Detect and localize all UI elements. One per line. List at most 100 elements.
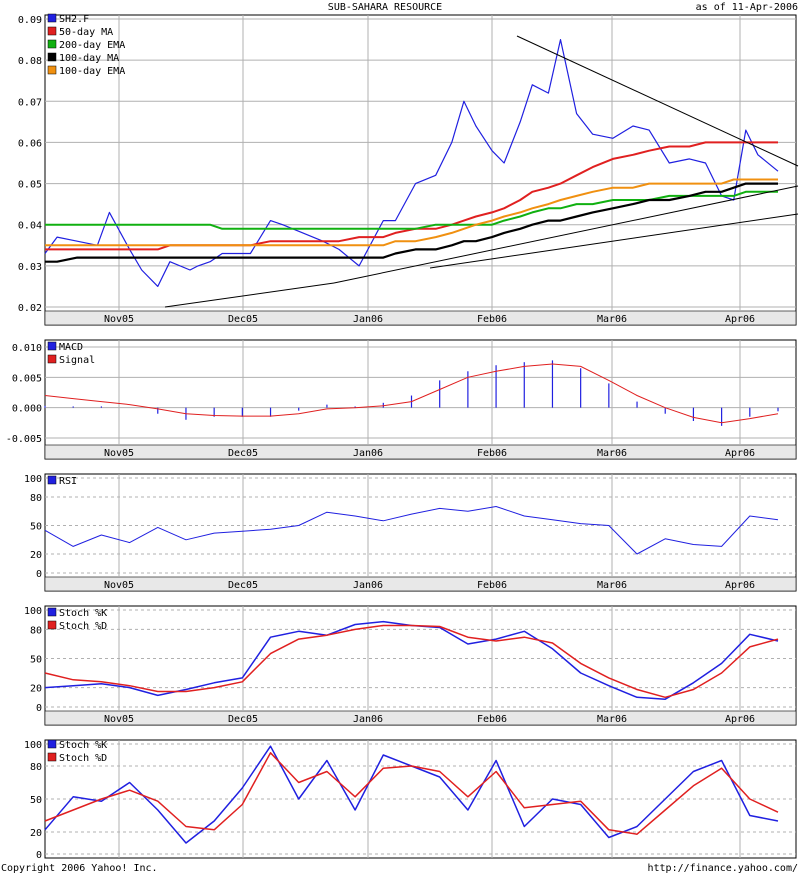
legend-label: 50-day MA <box>59 27 113 38</box>
y-tick-label: -0.005 <box>6 434 42 445</box>
y-tick-label: 0.005 <box>12 373 42 384</box>
panel-rsi: Nov05 Dec05 Jan06 Feb06 Mar06 Apr06 0 20 50 80 100… <box>24 473 797 592</box>
x-tick-label: Mar06 <box>597 314 627 325</box>
y-tick-label: 100 <box>24 740 42 751</box>
legend-swatch <box>47 739 57 749</box>
series-line-0 <box>44 506 779 555</box>
y-tick-label: 0.02 <box>18 303 42 314</box>
y-tick-label: 0.06 <box>18 138 42 149</box>
panel-frame <box>44 14 797 326</box>
y-tick-label: 100 <box>24 606 42 617</box>
y-tick-label: 0 <box>36 703 42 714</box>
x-tick-label: Nov05 <box>104 314 134 325</box>
chart-panels: Nov05 Dec05 Jan06 Feb06 Mar06 Apr06 0.02 0.03 0.… <box>6 13 799 861</box>
legend-label: SH2.F <box>59 14 89 25</box>
x-tick-label: Dec05 <box>228 580 258 591</box>
y-tick-label: 80 <box>30 493 42 504</box>
x-tick-label: Nov05 <box>104 448 134 459</box>
legend-swatch <box>47 65 57 75</box>
y-tick-label: 50 <box>30 655 42 666</box>
series-line-1 <box>44 624 779 699</box>
as-of-date: as of 11-Apr-2006 <box>696 2 798 13</box>
series-line-3 <box>45 182 778 263</box>
y-tick-label: 20 <box>30 550 42 561</box>
x-tick-label: Jan06 <box>353 580 383 591</box>
x-tick-label: Jan06 <box>353 714 383 725</box>
legend-label: Stoch %D <box>59 753 107 764</box>
legend-swatch <box>47 26 57 36</box>
source-url: http://finance.yahoo.com/ <box>647 863 798 874</box>
series-line-1 <box>45 141 778 251</box>
x-tick-label: Dec05 <box>228 714 258 725</box>
y-tick-label: 20 <box>30 828 42 839</box>
legend-swatch <box>47 52 57 62</box>
legend-label: MACD <box>59 342 83 353</box>
series-line-2 <box>45 190 778 230</box>
chart-title: SUB-SAHARA RESOURCE <box>328 2 442 13</box>
legend-swatch <box>47 39 57 49</box>
y-tick-label: 0.09 <box>18 15 42 26</box>
x-tick-label: Jan06 <box>353 314 383 325</box>
trendline <box>164 282 335 308</box>
legend-label: 100-day MA <box>59 53 119 64</box>
legend-label: 100-day EMA <box>59 66 125 77</box>
panel-price: Nov05 Dec05 Jan06 Feb06 Mar06 Apr06 0.02 0.03 0.… <box>18 13 799 326</box>
series-line-0 <box>44 38 779 287</box>
legend-label: Stoch %K <box>59 608 107 619</box>
y-tick-label: 80 <box>30 625 42 636</box>
x-axis-band <box>44 576 797 592</box>
trendline <box>333 185 799 284</box>
x-tick-label: Apr06 <box>725 448 755 459</box>
x-tick-label: Jan06 <box>353 448 383 459</box>
legend-swatch <box>47 752 57 762</box>
y-tick-label: 50 <box>30 795 42 806</box>
x-tick-label: Feb06 <box>477 448 507 459</box>
series-line-4 <box>45 178 778 247</box>
trendline <box>429 213 799 269</box>
x-axis-band <box>44 444 797 460</box>
y-tick-label: 0.000 <box>12 404 42 415</box>
legend-swatch <box>47 13 57 23</box>
y-tick-label: 0.07 <box>18 97 42 108</box>
y-tick-label: 0 <box>36 569 42 580</box>
x-tick-label: Apr06 <box>725 714 755 725</box>
panel-frame <box>44 339 797 460</box>
legend-label: 200-day EMA <box>59 40 125 51</box>
trendline <box>516 35 799 167</box>
x-tick-label: Nov05 <box>104 580 134 591</box>
x-tick-label: Feb06 <box>477 580 507 591</box>
legend-swatch <box>47 341 57 351</box>
y-tick-label: 50 <box>30 522 42 533</box>
legend-label: Signal <box>59 355 95 366</box>
y-tick-label: 20 <box>30 684 42 695</box>
y-tick-label: 100 <box>24 474 42 485</box>
y-tick-label: 80 <box>30 762 42 773</box>
x-axis-band <box>44 710 797 726</box>
panel-macd: Nov05 Dec05 Jan06 Feb06 Mar06 Apr06 0.010 0.005… <box>6 339 797 460</box>
x-tick-label: Dec05 <box>228 448 258 459</box>
x-tick-label: Dec05 <box>228 314 258 325</box>
x-tick-label: Nov05 <box>104 714 134 725</box>
y-tick-label: 0.08 <box>18 56 42 67</box>
copyright-text: Copyright 2006 Yahoo! Inc. <box>1 863 158 874</box>
x-tick-label: Feb06 <box>477 314 507 325</box>
y-tick-label: 0.04 <box>18 221 42 232</box>
panel-stoch1: Nov05 Dec05 Jan06 Feb06 Mar06 Apr06 0 20 50 80 100… <box>24 605 797 726</box>
series-line-1 <box>44 752 779 835</box>
panel-stoch2: 0 20 50 80 100 Stoch %K Stoch %D <box>24 739 797 861</box>
x-tick-label: Mar06 <box>597 714 627 725</box>
y-tick-label: 0.03 <box>18 262 42 273</box>
x-tick-label: Feb06 <box>477 714 507 725</box>
signal-line <box>44 363 779 424</box>
x-tick-label: Apr06 <box>725 580 755 591</box>
legend-label: Stoch %D <box>59 621 107 632</box>
legend-label: RSI <box>59 476 77 487</box>
y-tick-label: 0.010 <box>12 343 42 354</box>
legend-swatch <box>47 354 57 364</box>
x-tick-label: Apr06 <box>725 314 755 325</box>
x-axis-band <box>44 310 797 326</box>
x-tick-label: Mar06 <box>597 448 627 459</box>
y-tick-label: 0 <box>36 850 42 861</box>
legend-label: Stoch %K <box>59 740 107 751</box>
